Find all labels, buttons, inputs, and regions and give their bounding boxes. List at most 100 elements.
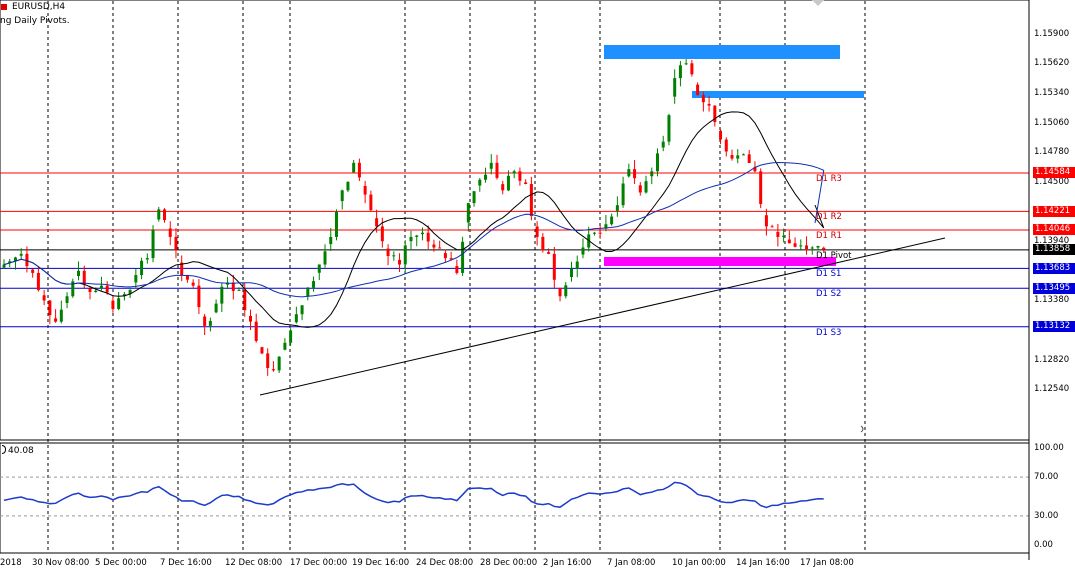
- pivot-price-tag: 1.14221: [1033, 205, 1075, 217]
- candle-body: [369, 194, 373, 211]
- rsi-tick: 70.00: [1034, 472, 1059, 483]
- candle-body: [8, 261, 12, 263]
- trendline[interactable]: [259, 237, 946, 396]
- candle-body: [472, 191, 476, 204]
- candle-body: [690, 63, 694, 75]
- candle-body: [380, 226, 384, 242]
- candle-body: [443, 253, 447, 259]
- price-tick: 1.13940: [1034, 236, 1070, 247]
- candle-body: [151, 229, 155, 259]
- candle-body: [174, 236, 178, 251]
- pivot-name: D1 R1: [816, 230, 842, 241]
- candle-body: [346, 181, 350, 191]
- candle-body: [426, 232, 430, 242]
- time-tick: 10 Jan 00:00: [672, 558, 726, 568]
- indicator-name: ng Daily Pivots.: [0, 16, 70, 26]
- candle-body: [455, 266, 459, 273]
- candle-body: [575, 261, 579, 269]
- candle-body: [59, 309, 63, 322]
- candle-body: [776, 231, 780, 237]
- candle-body: [19, 253, 23, 256]
- candle-body: [398, 259, 402, 265]
- vertical-grid: [47, 1, 866, 553]
- candles: [2, 59, 826, 376]
- chart-shift-marker-icon[interactable]: [812, 0, 824, 6]
- candle-body: [409, 236, 413, 242]
- candle-body: [816, 245, 820, 248]
- candle-body: [432, 244, 436, 248]
- candle-body: [759, 171, 763, 205]
- candle-body: [42, 295, 46, 301]
- candle-body: [805, 245, 809, 250]
- supply-zone-lower: [692, 91, 864, 98]
- candle-body: [375, 218, 379, 227]
- rsi-value: 40.08: [2, 445, 34, 457]
- time-tick: 7 Jan 08:00: [607, 558, 656, 568]
- price-tick: 1.15620: [1034, 58, 1070, 69]
- candle-body: [128, 289, 132, 295]
- candle-body: [793, 243, 797, 247]
- candle-body: [254, 321, 258, 341]
- candle-body: [99, 285, 103, 289]
- candle-body: [271, 369, 275, 371]
- candle-body: [799, 245, 803, 247]
- candle-body: [36, 272, 40, 291]
- candle-body: [736, 155, 740, 159]
- candle-body: [707, 103, 711, 106]
- candle-body: [300, 305, 304, 315]
- candle-body: [541, 236, 545, 251]
- candle-body: [713, 105, 717, 123]
- candle-body: [655, 153, 659, 172]
- candle-body: [701, 95, 705, 103]
- candle-body: [724, 139, 728, 152]
- candle-body: [621, 183, 625, 206]
- price-tick: 1.13380: [1034, 295, 1070, 306]
- candle-body: [604, 224, 608, 229]
- candle-body: [180, 262, 184, 276]
- candle-body: [25, 253, 29, 267]
- candle-body: [581, 247, 585, 255]
- candle-body: [753, 167, 757, 172]
- candle-body: [415, 235, 419, 237]
- candle-body: [627, 169, 631, 177]
- candle-body: [237, 289, 241, 291]
- time-tick: 5 Dec 00:00: [95, 558, 147, 568]
- candle-body: [363, 186, 367, 195]
- candle-body: [518, 171, 522, 181]
- candle-body: [747, 154, 751, 163]
- candle-body: [283, 342, 287, 350]
- time-tick: 30 Nov 08:00: [32, 558, 90, 568]
- candle-body: [306, 287, 310, 297]
- pivot-name: D1 S3: [816, 327, 842, 338]
- candle-body: [248, 315, 252, 322]
- candle-body: [65, 296, 69, 303]
- price-tick: 1.12540: [1034, 384, 1070, 395]
- candle-body: [77, 270, 81, 277]
- candle-body: [88, 288, 92, 292]
- candle-body: [168, 228, 172, 237]
- time-tick: 12 Dec 08:00: [225, 558, 283, 568]
- supply-zones[interactable]: [604, 45, 864, 266]
- pivot-price-tag: 1.13495: [1033, 282, 1075, 294]
- pivot-price-tag: 1.13858: [1033, 244, 1075, 256]
- rsi-tick: 100.00: [1034, 443, 1064, 453]
- time-tick: 7 Dec 16:00: [160, 558, 212, 568]
- rsi-frame: [0, 442, 1030, 554]
- supply-zone-upper: [604, 45, 840, 59]
- candle-body: [260, 347, 264, 354]
- candle-body: [633, 169, 637, 179]
- candle-body: [140, 260, 144, 276]
- candle-body: [111, 300, 115, 309]
- candle-body: [741, 154, 745, 156]
- candle-body: [615, 205, 619, 211]
- candle-body: [730, 155, 734, 159]
- candle-body: [770, 226, 774, 228]
- candle-body: [329, 236, 333, 245]
- candle-body: [547, 252, 551, 254]
- candle-body: [667, 115, 671, 142]
- candle-body: [696, 84, 700, 96]
- candle-body: [185, 275, 189, 280]
- price-tick: 1.14500: [1034, 176, 1070, 187]
- candle-body: [197, 285, 201, 308]
